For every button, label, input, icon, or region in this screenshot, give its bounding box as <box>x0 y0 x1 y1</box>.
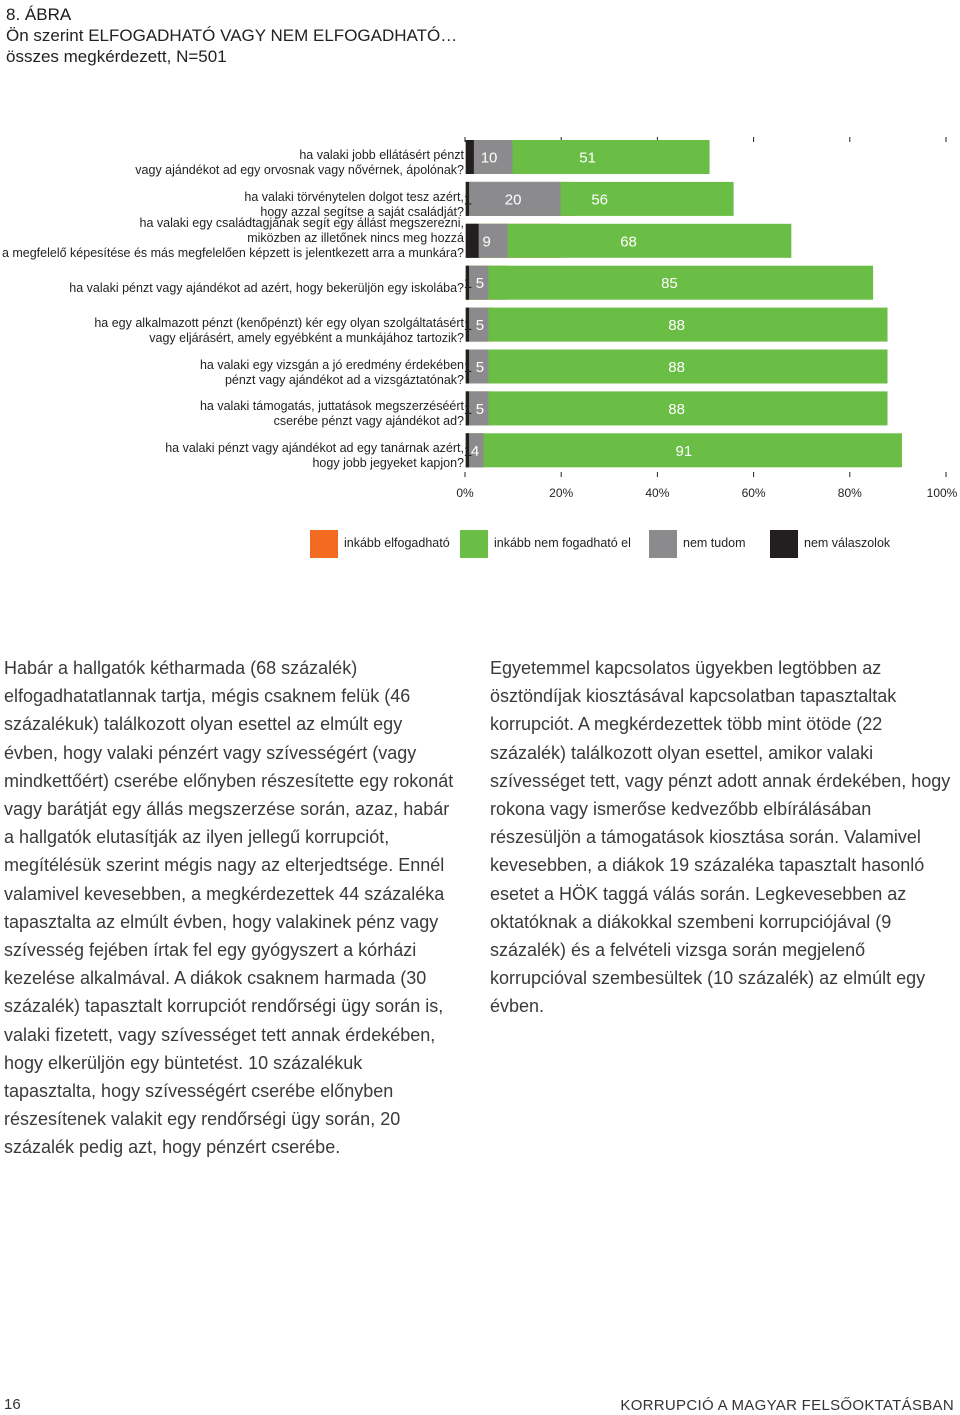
x-tick-label: 60% <box>742 486 766 500</box>
data-label: 91 <box>676 443 693 460</box>
x-tick-label: 20% <box>549 486 573 500</box>
bar-segment <box>465 307 888 342</box>
question-label-line: ha valaki pénzt vagy ajándékot ad egy ta… <box>165 441 464 456</box>
data-label: 10 <box>481 150 498 167</box>
legend-swatch-orange <box>310 530 338 558</box>
data-label: 5 <box>476 317 484 334</box>
question-label-line: ha valaki jobb ellátásért pénzt <box>299 148 464 162</box>
question-label: ha valaki támogatás, juttatások megszerz… <box>200 399 464 429</box>
bar-segment <box>465 223 479 258</box>
data-label: 5 <box>476 359 484 376</box>
data-label: 1 <box>464 443 472 460</box>
question-label: ha valaki egy családtagjának segít egy á… <box>2 216 464 261</box>
legend-label: inkább elfogadható <box>344 536 450 550</box>
figure-subtitle: összes megkérdezett, N=501 <box>6 47 227 66</box>
bar-segment <box>465 349 489 384</box>
legend-label: nem tudom <box>683 536 746 550</box>
bar-segment <box>465 265 470 300</box>
data-label: 85 <box>661 275 678 292</box>
data-label: 5 <box>476 401 484 418</box>
data-label: 1 <box>464 191 472 208</box>
data-label: 1 <box>464 401 472 418</box>
data-label: 3 <box>469 233 477 250</box>
question-label-line: hogy jobb jegyeket kapjon? <box>312 456 464 471</box>
question-label-line: vagy eljárásért, amely egyébként a munká… <box>149 330 464 345</box>
legend-label: inkább nem fogadható el <box>494 536 631 550</box>
bar-segment <box>465 391 470 426</box>
question-label-line: ha valaki támogatás, juttatások megszerz… <box>199 399 464 414</box>
question-label-line: ha valaki egy vizsgán a jó eredmény érde… <box>199 357 464 372</box>
data-label: 56 <box>591 191 608 208</box>
question-label-line: ha egy alkalmazott pénzt (kenőpénzt) kér… <box>94 315 464 330</box>
question-label: ha egy alkalmazott pénzt (kenőpénzt) kér… <box>94 316 464 346</box>
data-label: 4 <box>471 443 479 460</box>
bar-segment <box>465 265 874 300</box>
question-label: ha valaki jobb ellátásért pénzt vagy aján… <box>135 148 464 178</box>
x-tick-label: 80% <box>838 486 862 500</box>
data-label: 2 <box>466 150 474 167</box>
question-label-line: ha valaki törvénytelen dolgot tesz azért… <box>244 189 464 204</box>
data-label: 88 <box>668 317 685 334</box>
body-text-right-column: Egyetemmel kapcsolatos ügyekben legtöbbe… <box>490 654 954 1021</box>
x-tick-label: 100% <box>927 486 958 500</box>
publication-title: KORRUPCIÓ A MAGYAR FELSŐOKTATÁSBAN <box>620 1397 954 1414</box>
question-label-line: miközben az illetőnek nincs meg hozzá <box>247 231 464 245</box>
question-label: ha valaki egy vizsgán a jó eredmény érde… <box>200 358 464 388</box>
data-label: 20 <box>505 191 522 208</box>
figure-title: Ön szerint ELFOGADHATÓ VAGY NEM ELFOGADH… <box>6 26 458 45</box>
bar-segment <box>465 265 489 300</box>
body-paragraph: Habár a hallgatók kétharmada (68 százalé… <box>4 658 454 1158</box>
data-label: 1 <box>464 275 472 292</box>
bar-segment <box>465 433 470 468</box>
legend-label: nem válaszolok <box>804 536 891 550</box>
data-label: 68 <box>620 233 637 250</box>
page-number: 16 <box>4 1396 21 1413</box>
data-label: 51 <box>579 150 596 167</box>
bar-segment <box>465 307 470 342</box>
bar-segment <box>465 349 888 384</box>
legend-swatch-green <box>460 530 488 558</box>
question-label-line: pénzt vagy ajándékot ad a vizsgáztatónak… <box>224 372 464 387</box>
bar-segment <box>465 181 470 216</box>
question-label: ha valaki törvénytelen dolgot tesz azért… <box>244 190 464 220</box>
bar-segment <box>465 391 888 426</box>
data-label: 5 <box>476 275 484 292</box>
data-label: 88 <box>668 359 685 376</box>
bar-segment <box>465 307 489 342</box>
bar-segment <box>465 181 561 216</box>
body-text-left-column: Habár a hallgatók kétharmada (68 százalé… <box>4 654 456 1162</box>
question-label-line: hogy azzal segítse a saját családját? <box>260 204 464 219</box>
data-label: 1 <box>464 317 472 334</box>
data-label: 1 <box>464 359 472 376</box>
bar-segment <box>465 140 474 174</box>
bar-segment <box>465 349 470 384</box>
stacked-bar-chart: 0%20%40%60%80%100%3751102235620120689398… <box>456 137 958 500</box>
x-tick-label: 0% <box>456 486 474 500</box>
question-label-line: a megfelelő képesítése és más megfelelőe… <box>1 246 464 260</box>
x-tick-label: 40% <box>645 486 669 500</box>
legend-swatch-gray <box>649 530 677 558</box>
question-label: ha valaki pénzt vagy ajándékot ad egy ta… <box>165 441 464 471</box>
question-label: ha valaki pénzt vagy ajándékot ad azért,… <box>69 281 464 296</box>
bar-segment <box>465 391 489 426</box>
question-label-line: cserébe pénzt vagy ajándékot ad? <box>273 414 464 429</box>
bar-segment <box>465 223 792 258</box>
bar-segment <box>465 433 902 468</box>
data-label: 88 <box>668 401 685 418</box>
figure-header: 8. ÁBRA Ön szerint ELFOGADHATÓ VAGY NEM … <box>6 4 457 67</box>
figure-number: 8. ÁBRA <box>6 5 72 24</box>
question-label-line: ha valaki egy családtagjának segít egy á… <box>139 216 465 230</box>
question-label-line: vagy ajándékot ad egy orvosnak vagy nővé… <box>135 163 464 177</box>
data-label: 9 <box>482 233 490 250</box>
question-label-line: ha valaki pénzt vagy ajándékot ad azért,… <box>69 281 464 296</box>
body-paragraph: Egyetemmel kapcsolatos ügyekben legtöbbe… <box>490 658 951 1017</box>
legend-swatch-black <box>770 530 798 558</box>
bar-segment <box>465 433 484 468</box>
